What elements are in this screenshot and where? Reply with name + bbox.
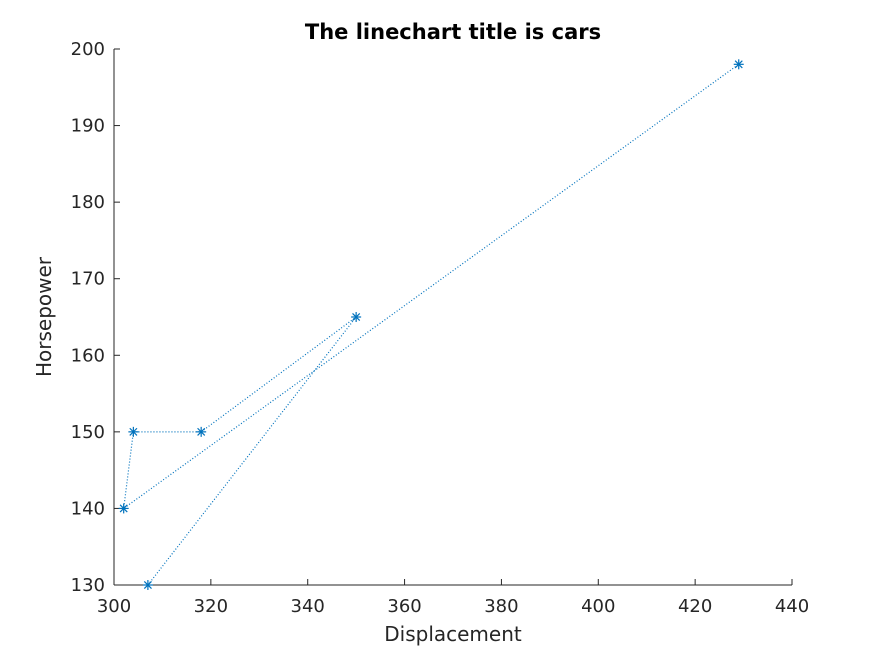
series-layer [118,59,744,590]
plot-area: 300 320 340 360 380 400 420 440 130 140 150 160 170… [71,39,810,617]
chart-title: The linechart title is cars [305,20,601,44]
y-tick-label: 130 [71,575,105,596]
y-tick-label: 170 [71,269,105,290]
x-axis-label: Displacement [384,622,522,646]
data-point-marker [118,503,129,514]
x-tick-label: 420 [678,596,712,617]
y-tick-label: 150 [71,422,105,443]
x-tick-label: 440 [775,596,809,617]
y-tick-label: 160 [71,345,105,366]
data-point-marker [351,312,362,322]
x-tick-label: 300 [97,596,131,617]
y-axis-ticks: 130 140 150 160 170 180 190 200 [71,39,120,596]
series-line [122,63,740,586]
x-tick-label: 380 [484,596,518,617]
y-tick-label: 200 [71,39,105,60]
y-tick-label: 140 [71,498,105,519]
data-point-marker [733,59,744,70]
data-point-marker [196,426,207,437]
data-point-marker [142,580,153,590]
x-axis-ticks: 300 320 340 360 380 400 420 440 [97,579,809,617]
x-tick-label: 400 [581,596,615,617]
x-tick-label: 320 [194,596,228,617]
y-tick-label: 190 [71,116,105,137]
data-point-marker [128,426,139,437]
y-axis-label: Horsepower [32,256,56,377]
y-tick-label: 180 [71,192,105,213]
x-tick-label: 340 [291,596,325,617]
x-tick-label: 360 [387,596,421,617]
